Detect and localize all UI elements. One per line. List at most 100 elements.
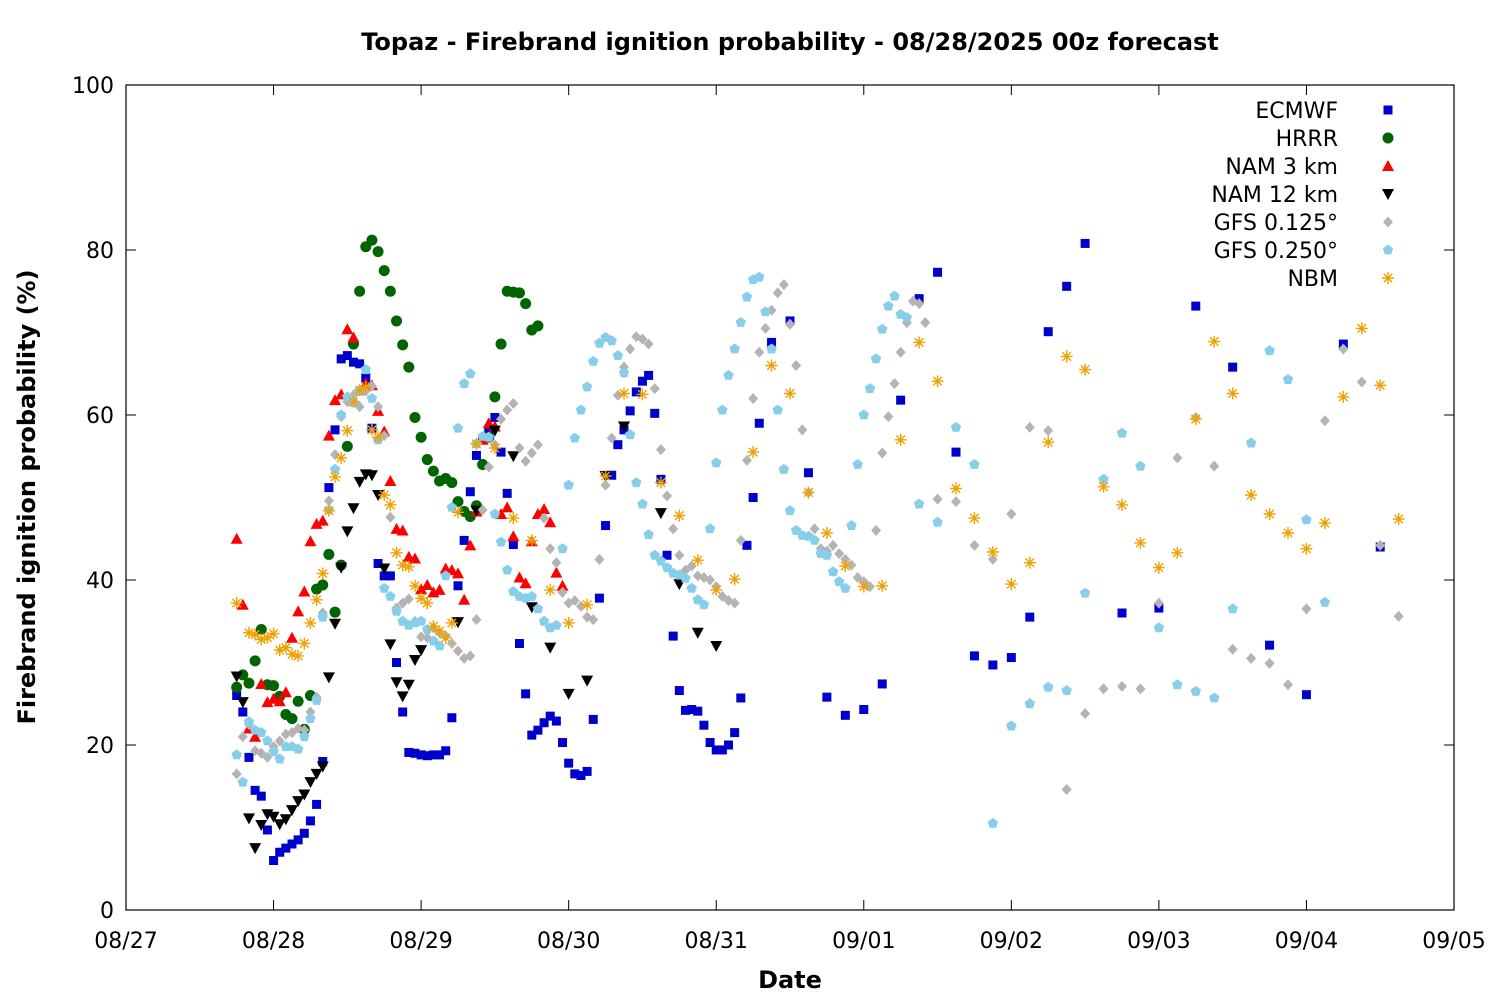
legend: ECMWF HRRR NAM 3 km NAM 12 km GFS 0.125° GFS … (1211, 99, 1394, 292)
data-point (1300, 542, 1313, 555)
data-point (544, 583, 557, 596)
data-point (532, 320, 544, 332)
y-tick-label: 80 (86, 239, 114, 264)
data-point (637, 498, 648, 509)
data-point (625, 343, 636, 355)
data-point (310, 768, 323, 780)
data-point (895, 346, 906, 358)
data-point (785, 318, 795, 330)
data-point (987, 817, 999, 828)
data-point (304, 616, 317, 629)
data-point (551, 557, 562, 569)
data-point (557, 586, 568, 598)
data-point (279, 641, 292, 654)
data-point (348, 357, 358, 367)
data-point (674, 549, 685, 561)
data-point (533, 725, 543, 735)
data-point (588, 714, 598, 724)
data-point (292, 605, 305, 617)
x-tick-label: 09/01 (832, 929, 895, 954)
data-point (680, 705, 690, 715)
data-point (673, 509, 686, 522)
data-point (649, 549, 660, 560)
data-point (901, 312, 912, 323)
data-point (931, 375, 944, 388)
data-point (1246, 652, 1257, 664)
y-tick-label: 40 (86, 569, 114, 594)
data-point (986, 546, 999, 558)
data-point (471, 450, 481, 460)
data-point (655, 444, 666, 456)
data-point (384, 475, 397, 486)
data-point (354, 285, 366, 297)
data-point (329, 463, 341, 474)
data-point (298, 585, 311, 597)
data-point (489, 391, 501, 403)
data-point (507, 530, 520, 542)
data-point (230, 671, 243, 683)
data-point (322, 672, 335, 684)
data-point (544, 642, 557, 654)
data-point (613, 440, 623, 450)
data-point (1006, 653, 1016, 663)
data-point (894, 433, 907, 446)
data-point (1319, 415, 1330, 427)
data-points (230, 234, 1405, 865)
data-point (496, 447, 506, 457)
data-point (705, 574, 716, 586)
data-point (950, 421, 962, 432)
data-point (427, 620, 440, 633)
data-point (366, 234, 378, 246)
data-point (802, 486, 815, 499)
data-point (741, 291, 753, 302)
data-point (347, 331, 360, 343)
data-point (392, 658, 402, 667)
data-point (508, 397, 519, 409)
data-point (754, 271, 765, 282)
data-point (267, 811, 280, 823)
data-point (255, 633, 268, 646)
data-point (1023, 556, 1036, 569)
data-point (366, 393, 378, 403)
chart-title: Topaz - Firebrand ignition probability -… (361, 28, 1219, 56)
data-point (760, 322, 771, 334)
data-point (495, 338, 507, 350)
data-point (396, 691, 409, 703)
data-point (373, 559, 383, 568)
data-point (729, 343, 740, 354)
data-point (693, 706, 703, 716)
data-point (317, 611, 328, 622)
data-point (465, 650, 476, 662)
data-point (809, 534, 820, 545)
legend-marker (1382, 189, 1394, 200)
data-point (1209, 460, 1220, 472)
data-point (1375, 539, 1386, 551)
data-point (730, 728, 740, 738)
data-point (1152, 561, 1165, 574)
data-point (305, 713, 316, 723)
data-point (464, 539, 477, 551)
data-point (877, 447, 888, 459)
data-point (1135, 683, 1146, 695)
data-point (507, 512, 520, 525)
data-point (1208, 335, 1221, 348)
data-point (539, 512, 550, 524)
data-point (421, 578, 434, 590)
data-point (1061, 685, 1072, 695)
data-point (513, 287, 525, 299)
data-point (606, 432, 617, 444)
data-point (373, 401, 384, 413)
data-point (256, 791, 266, 801)
data-point (482, 417, 495, 429)
data-point (1006, 508, 1017, 520)
x-tick-label: 08/30 (537, 929, 600, 954)
data-point (691, 627, 704, 639)
data-point (330, 425, 340, 435)
plot-frame (125, 84, 1455, 911)
data-point (1117, 608, 1127, 618)
data-point (398, 707, 408, 717)
data-point (951, 447, 961, 457)
data-point (778, 279, 789, 291)
data-point (384, 498, 397, 511)
